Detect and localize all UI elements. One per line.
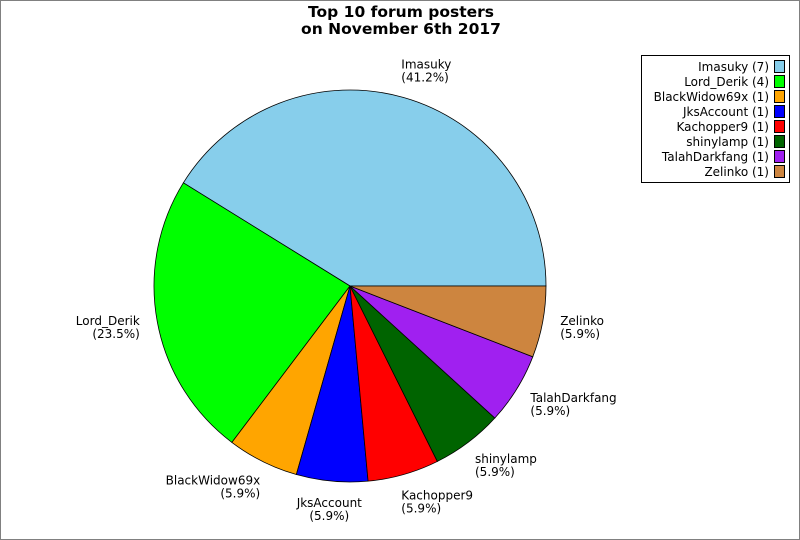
legend-label: Kachopper9 (1) (676, 119, 769, 134)
legend-item-shinylamp: shinylamp (1) (642, 134, 789, 149)
legend-swatch (774, 90, 785, 103)
legend-label: Lord_Derik (4) (684, 74, 769, 89)
legend-swatch (774, 60, 785, 73)
slice-label-shinylamp: shinylamp (5.9%) (475, 452, 537, 479)
legend-label: shinylamp (1) (686, 134, 769, 149)
legend-swatch (774, 105, 785, 118)
pie-slices (153, 89, 547, 483)
pie-slice-lord_derik (153, 182, 351, 443)
chart-title: Top 10 forum posters on November 6th 201… (1, 3, 799, 38)
legend-label: BlackWidow69x (1) (653, 89, 769, 104)
chart-title-line-1: Top 10 forum posters (308, 3, 494, 21)
legend-item-zelinko: Zelinko (1) (642, 164, 789, 179)
legend: Imasuky (7) Lord_Derik (4) BlackWidow69x (… (641, 55, 790, 183)
legend-swatch (774, 75, 785, 88)
legend-swatch (774, 150, 785, 163)
legend-item-imasuky: Imasuky (7) (642, 59, 789, 74)
legend-swatch (774, 120, 785, 133)
legend-item-lord_derik: Lord_Derik (4) (642, 74, 789, 89)
legend-label: Zelinko (1) (704, 164, 769, 179)
legend-label: TalahDarkfang (1) (661, 149, 769, 164)
slice-label-blackwidow69x: BlackWidow69x (5.9%) (166, 474, 261, 501)
slice-label-kachopper9: Kachopper9 (5.9%) (401, 488, 473, 515)
legend-item-talahdarkfang: TalahDarkfang (1) (642, 149, 789, 164)
slice-label-imasuky: Imasuky (41.2%) (401, 58, 451, 85)
legend-item-blackwidow69x: BlackWidow69x (1) (642, 89, 789, 104)
legend-item-kachopper9: Kachopper9 (1) (642, 119, 789, 134)
chart-title-line-2: on November 6th 2017 (301, 20, 501, 38)
slice-label-jksaccount: JksAccount (5.9%) (296, 496, 362, 523)
slice-label-talahdarkfang: TalahDarkfang (5.9%) (529, 391, 616, 418)
legend-label: Imasuky (7) (698, 59, 769, 74)
legend-swatch (774, 135, 785, 148)
pie-slice-imasuky (182, 89, 547, 287)
legend-item-jksaccount: JksAccount (1) (642, 104, 789, 119)
pie-labels: Imasuky (41.2%) Lord_Derik (23.5%) BlackWido… (76, 58, 617, 523)
pie-slice-zelinko (349, 285, 547, 358)
slice-label-zelinko: Zelinko (5.9%) (560, 314, 604, 341)
legend-label: JksAccount (1) (682, 104, 769, 119)
slice-label-lord_derik: Lord_Derik (23.5%) (76, 314, 140, 341)
legend-swatch (774, 165, 785, 178)
